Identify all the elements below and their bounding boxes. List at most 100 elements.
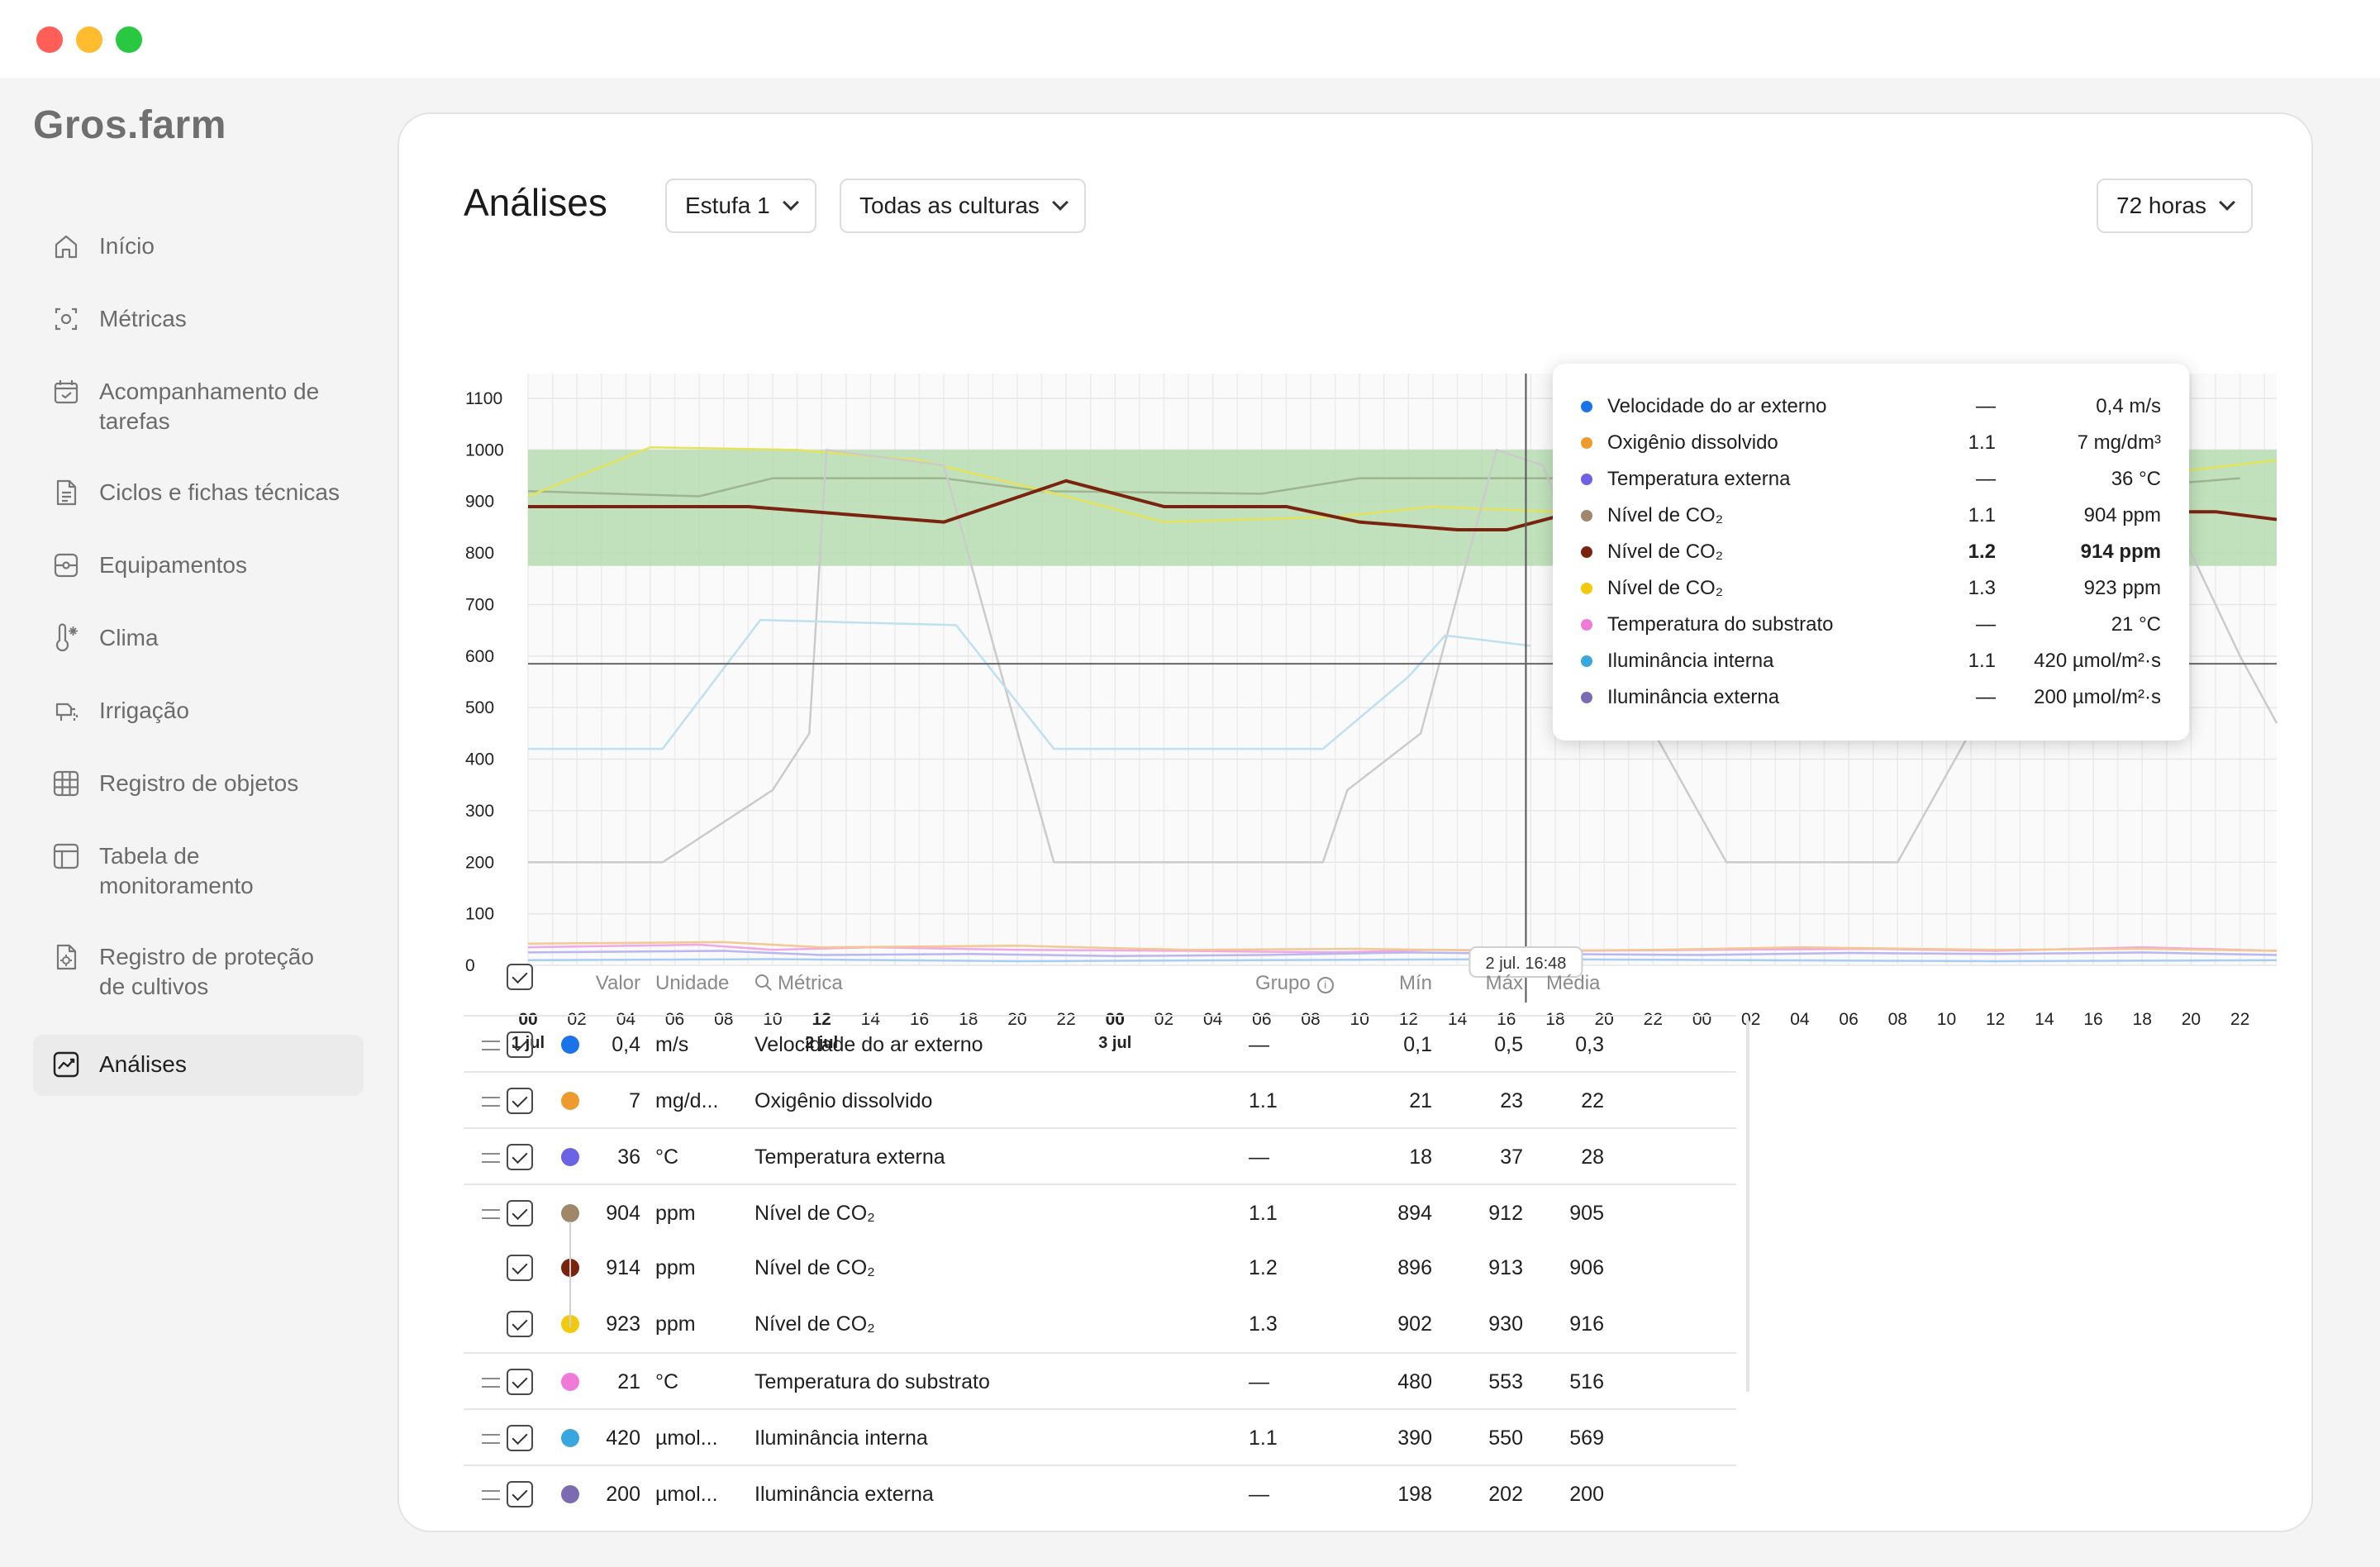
column-header-max[interactable]: Máx bbox=[1485, 972, 1523, 994]
drag-handle-icon[interactable] bbox=[482, 1434, 500, 1444]
x-day-label: 2 jul bbox=[805, 1034, 838, 1052]
cell-min: 894 bbox=[1397, 1202, 1432, 1225]
column-header-group-label: Grupo bbox=[1255, 972, 1311, 994]
row-checkbox[interactable] bbox=[507, 1255, 533, 1281]
row-checkbox[interactable] bbox=[507, 1311, 533, 1337]
x-tick-label: 04 bbox=[1790, 1010, 1810, 1029]
row-checkbox[interactable] bbox=[507, 1200, 533, 1226]
grid-icon bbox=[53, 770, 79, 797]
cell-avg: 0,3 bbox=[1575, 1033, 1604, 1056]
tooltip-row: Iluminância externa — 200 µmol/m²·s bbox=[1581, 679, 2161, 716]
greenhouse-select[interactable]: Estufa 1 bbox=[665, 179, 816, 233]
cell-max: 37 bbox=[1500, 1145, 1523, 1169]
cell-metric: Iluminância interna bbox=[754, 1426, 928, 1450]
tooltip-metric-name: Velocidade do ar externo bbox=[1607, 395, 1827, 417]
tooltip-value: 923 ppm bbox=[2083, 577, 2161, 599]
drag-handle-icon[interactable] bbox=[482, 1378, 500, 1388]
y-tick-label: 1100 bbox=[465, 389, 502, 408]
table-row[interactable]: 7 mg/d... Oxigênio dissolvido 1.1 21 23 22 bbox=[464, 1071, 1736, 1127]
x-tick-label: 14 bbox=[2035, 1010, 2054, 1029]
maximize-window-button[interactable] bbox=[116, 26, 142, 53]
drag-handle-icon[interactable] bbox=[482, 1041, 500, 1050]
column-header-min[interactable]: Mín bbox=[1398, 972, 1432, 994]
crops-select[interactable]: Todas as culturas bbox=[840, 179, 1086, 233]
column-header-unit[interactable]: Unidade bbox=[655, 972, 730, 994]
sidebar-item-analises[interactable]: Análises bbox=[33, 1035, 364, 1096]
select-all-checkbox[interactable] bbox=[507, 964, 533, 990]
tooltip-row: Oxigênio dissolvido 1.1 7 mg/dm³ bbox=[1581, 425, 2161, 461]
cell-avg: 200 bbox=[1569, 1483, 1604, 1506]
y-tick-label: 100 bbox=[465, 905, 494, 924]
sidebar-item-ciclos[interactable]: Ciclos e fichas técnicas bbox=[33, 469, 364, 517]
drag-handle-icon[interactable] bbox=[482, 1490, 500, 1500]
sidebar-item-label: Registro de proteção de cultivos bbox=[99, 944, 314, 999]
table-row[interactable]: 36 °C Temperatura externa — 18 37 28 bbox=[464, 1127, 1736, 1184]
table-body: 0,4 m/s Velocidade do ar externo — 0,1 0,5 0,3… bbox=[464, 1015, 1736, 1519]
table-row[interactable]: 200 µmol... Iluminância externa — 198 202 200 bbox=[464, 1465, 1736, 1519]
sidebar-nav: Início Métricas Acompanhamento de tarefa… bbox=[33, 223, 364, 1121]
x-tick-label: 12 bbox=[1986, 1010, 2005, 1029]
row-checkbox[interactable] bbox=[507, 1031, 533, 1058]
sidebar-item-metricas[interactable]: Métricas bbox=[33, 296, 364, 344]
document-icon bbox=[56, 479, 77, 506]
y-tick-label: 700 bbox=[465, 595, 494, 614]
cell-value: 200 bbox=[606, 1483, 640, 1506]
cell-unit: ppm bbox=[655, 1312, 696, 1336]
column-header-metric[interactable]: Métrica bbox=[754, 972, 843, 995]
sidebar-item-protecao-cultivos[interactable]: Registro de proteção de cultivos bbox=[33, 934, 364, 1010]
greenhouse-select-value: Estufa 1 bbox=[685, 193, 770, 218]
info-icon[interactable]: i bbox=[1316, 977, 1334, 993]
sidebar-item-inicio[interactable]: Início bbox=[33, 223, 364, 271]
table-scrollbar[interactable] bbox=[1746, 1020, 1749, 1392]
row-checkbox[interactable] bbox=[507, 1144, 533, 1170]
crops-select-value: Todas as culturas bbox=[859, 193, 1040, 218]
app-logo[interactable]: Gros.farm bbox=[33, 103, 226, 147]
column-header-value[interactable]: Valor bbox=[595, 972, 640, 994]
sidebar-item-acompanhamento[interactable]: Acompanhamento de tarefas bbox=[33, 369, 364, 445]
sidebar-item-registro-objetos[interactable]: Registro de objetos bbox=[33, 760, 364, 808]
x-tick-label: 14 bbox=[1448, 1010, 1468, 1029]
tooltip-group: — bbox=[1976, 468, 1996, 490]
cell-min: 198 bbox=[1397, 1483, 1432, 1506]
sidebar-item-label: Irrigação bbox=[99, 698, 189, 723]
cell-avg: 28 bbox=[1581, 1145, 1604, 1169]
table-row[interactable]: 0,4 m/s Velocidade do ar externo — 0,1 0,5 0,3 bbox=[464, 1015, 1736, 1071]
series-line bbox=[527, 950, 2278, 958]
sidebar-item-irrigacao[interactable]: Irrigação bbox=[33, 688, 364, 736]
y-tick-label: 400 bbox=[465, 750, 494, 769]
cursor-label-box bbox=[1468, 946, 1583, 978]
x-tick-label: 22 bbox=[1056, 1010, 1075, 1029]
row-checkbox[interactable] bbox=[507, 1369, 533, 1395]
series-color-dot bbox=[1581, 619, 1592, 631]
column-header-group[interactable]: Grupo i bbox=[1255, 972, 1334, 995]
drag-handle-icon[interactable] bbox=[482, 1097, 500, 1107]
row-checkbox[interactable] bbox=[507, 1088, 533, 1114]
table-row[interactable]: 420 µmol... Iluminância interna 1.1 390 550 56… bbox=[464, 1408, 1736, 1465]
tooltip-metric-name: Iluminância interna bbox=[1607, 650, 1774, 672]
cell-min: 480 bbox=[1397, 1370, 1432, 1393]
table-row[interactable]: 21 °C Temperatura do substrato — 480 553 516 bbox=[464, 1352, 1736, 1408]
tooltip-row: Iluminância interna 1.1 420 µmol/m²·s bbox=[1581, 643, 2161, 679]
row-checkbox[interactable] bbox=[507, 1481, 533, 1507]
tooltip-metric-name: Iluminância externa bbox=[1607, 686, 1780, 708]
sidebar-item-tabela-monitoramento[interactable]: Tabela de monitoramento bbox=[33, 833, 364, 909]
time-range-select[interactable]: 72 horas bbox=[2097, 179, 2253, 233]
page-title: Análises bbox=[464, 181, 607, 224]
cell-unit: °C bbox=[655, 1370, 679, 1393]
drag-handle-icon[interactable] bbox=[482, 1153, 500, 1163]
minimize-window-button[interactable] bbox=[76, 26, 102, 53]
sidebar-item-clima[interactable]: Clima bbox=[33, 615, 364, 663]
cell-unit: ppm bbox=[655, 1256, 696, 1279]
column-header-avg[interactable]: Média bbox=[1546, 972, 1601, 994]
close-window-button[interactable] bbox=[36, 26, 63, 53]
table-row[interactable]: 914 ppm Nível de CO₂ 1.2 896 913 906 bbox=[464, 1240, 1736, 1296]
sidebar-item-equipamentos[interactable]: Equipamentos bbox=[33, 542, 364, 590]
table-row[interactable]: 923 ppm Nível de CO₂ 1.3 902 930 916 bbox=[464, 1296, 1736, 1352]
table-row[interactable]: 904 ppm Nível de CO₂ 1.1 894 912 905 bbox=[464, 1184, 1736, 1240]
cell-value: 21 bbox=[617, 1370, 640, 1393]
cell-max: 202 bbox=[1488, 1483, 1523, 1506]
row-checkbox[interactable] bbox=[507, 1425, 533, 1451]
series-color-dot bbox=[561, 1373, 579, 1391]
drag-handle-icon[interactable] bbox=[482, 1209, 500, 1219]
cell-group: — bbox=[1249, 1483, 1269, 1506]
